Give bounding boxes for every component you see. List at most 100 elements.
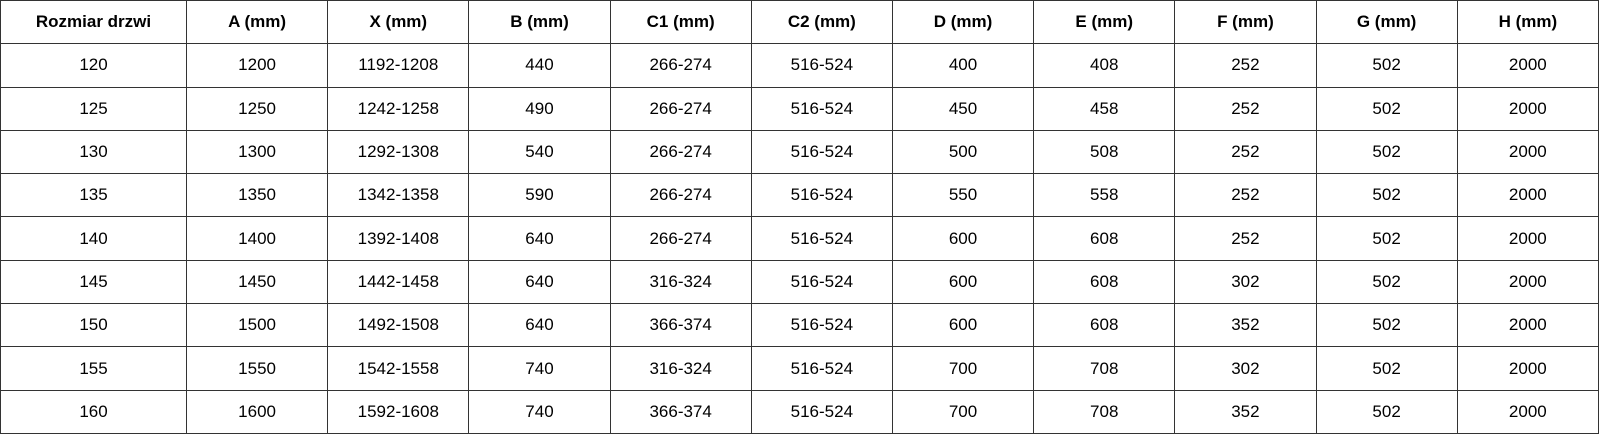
table-cell: 490	[468, 86, 611, 131]
table-cell: 252	[1174, 43, 1317, 88]
table-cell: 516-524	[750, 346, 893, 391]
table-cell: 516-524	[750, 129, 893, 175]
table-cell: 266-274	[609, 173, 752, 218]
table-cell: 516-524	[750, 216, 893, 261]
column-header: B (mm)	[468, 0, 611, 45]
table-cell: 502	[1315, 389, 1458, 434]
table-cell: 516-524	[750, 173, 893, 218]
table-cell: 1400	[185, 216, 329, 261]
table-cell: 408	[1033, 43, 1176, 88]
table-cell: 640	[468, 216, 611, 261]
table-cell: 502	[1315, 173, 1458, 218]
table-cell: 708	[1033, 346, 1176, 391]
table-cell: 2000	[1456, 86, 1600, 131]
table-cell: 1492-1508	[327, 303, 470, 348]
table-cell: 1292-1308	[327, 129, 470, 175]
table-cell: 2000	[1456, 216, 1600, 261]
table-cell: 640	[468, 303, 611, 348]
table-cell: 500	[891, 129, 1035, 175]
table-cell: 502	[1315, 303, 1458, 348]
table-cell: 502	[1315, 43, 1458, 88]
column-header: C2 (mm)	[750, 0, 893, 45]
table-cell: 608	[1033, 216, 1176, 261]
table-cell: 508	[1033, 129, 1176, 175]
table-row: 155 1550 1542-1558 740 316-324 516-524 700 708 3…	[0, 346, 1600, 391]
table-cell: 1500	[185, 303, 329, 348]
table-cell: 1392-1408	[327, 216, 470, 261]
column-header: E (mm)	[1033, 0, 1176, 45]
table-cell: 558	[1033, 173, 1176, 218]
table-cell: 540	[468, 129, 611, 175]
table-row: 135 1350 1342-1358 590 266-274 516-524 550 558 2…	[0, 173, 1600, 218]
table-cell: 440	[468, 43, 611, 88]
table-cell: 450	[891, 86, 1035, 131]
table-cell: 125	[0, 86, 187, 131]
table-cell: 516-524	[750, 303, 893, 348]
table-row: 130 1300 1292-1308 540 266-274 516-524 500 508 2…	[0, 129, 1600, 175]
column-header: F (mm)	[1174, 0, 1317, 45]
table-cell: 700	[891, 389, 1035, 434]
column-header: G (mm)	[1315, 0, 1458, 45]
table-cell: 1600	[185, 389, 329, 434]
table-cell: 502	[1315, 216, 1458, 261]
table-cell: 608	[1033, 303, 1176, 348]
table-cell: 502	[1315, 86, 1458, 131]
table-cell: 155	[0, 346, 187, 391]
table-cell: 316-324	[609, 346, 752, 391]
table-cell: 352	[1174, 389, 1317, 434]
table-cell: 640	[468, 259, 611, 305]
table-cell: 400	[891, 43, 1035, 88]
table-cell: 266-274	[609, 86, 752, 131]
table-cell: 516-524	[750, 389, 893, 434]
table-cell: 266-274	[609, 43, 752, 88]
table-body: 120 1200 1192-1208 440 266-274 516-524 400 408 2…	[0, 43, 1600, 434]
table-cell: 516-524	[750, 43, 893, 88]
table-cell: 1300	[185, 129, 329, 175]
column-header: D (mm)	[891, 0, 1035, 45]
table-header: Rozmiar drzwi A (mm) X (mm) B (mm) C1 (mm) C2…	[0, 0, 1600, 45]
table-cell: 2000	[1456, 173, 1600, 218]
table-row: 120 1200 1192-1208 440 266-274 516-524 400 408 2…	[0, 43, 1600, 88]
table-cell: 600	[891, 303, 1035, 348]
table-cell: 150	[0, 303, 187, 348]
table-cell: 316-324	[609, 259, 752, 305]
table-cell: 2000	[1456, 346, 1600, 391]
table-cell: 1550	[185, 346, 329, 391]
table-cell: 160	[0, 389, 187, 434]
table-cell: 2000	[1456, 389, 1600, 434]
table-cell: 1250	[185, 86, 329, 131]
header-row: Rozmiar drzwi A (mm) X (mm) B (mm) C1 (mm) C2…	[0, 0, 1600, 45]
table-row: 150 1500 1492-1508 640 366-374 516-524 600 608 3…	[0, 303, 1600, 348]
table-cell: 708	[1033, 389, 1176, 434]
column-header: X (mm)	[327, 0, 470, 45]
table-cell: 2000	[1456, 129, 1600, 175]
table-row: 145 1450 1442-1458 640 316-324 516-524 600 608 3…	[0, 259, 1600, 305]
table-cell: 302	[1174, 259, 1317, 305]
table-cell: 140	[0, 216, 187, 261]
table-cell: 302	[1174, 346, 1317, 391]
table-cell: 600	[891, 259, 1035, 305]
table-cell: 1242-1258	[327, 86, 470, 131]
table-cell: 352	[1174, 303, 1317, 348]
table-cell: 502	[1315, 346, 1458, 391]
table-cell: 1342-1358	[327, 173, 470, 218]
table-cell: 145	[0, 259, 187, 305]
table-cell: 502	[1315, 259, 1458, 305]
table-cell: 516-524	[750, 86, 893, 131]
table-cell: 1192-1208	[327, 43, 470, 88]
table-cell: 366-374	[609, 389, 752, 434]
table-cell: 740	[468, 389, 611, 434]
door-size-table: Rozmiar drzwi A (mm) X (mm) B (mm) C1 (mm) C2…	[0, 0, 1600, 434]
table-cell: 252	[1174, 173, 1317, 218]
table-cell: 130	[0, 129, 187, 175]
table-cell: 252	[1174, 129, 1317, 175]
table-cell: 252	[1174, 216, 1317, 261]
column-header: C1 (mm)	[609, 0, 752, 45]
table-cell: 590	[468, 173, 611, 218]
table-cell: 266-274	[609, 216, 752, 261]
table-cell: 550	[891, 173, 1035, 218]
table-cell: 740	[468, 346, 611, 391]
table-cell: 252	[1174, 86, 1317, 131]
table-cell: 700	[891, 346, 1035, 391]
table-row: 140 1400 1392-1408 640 266-274 516-524 600 608 2…	[0, 216, 1600, 261]
